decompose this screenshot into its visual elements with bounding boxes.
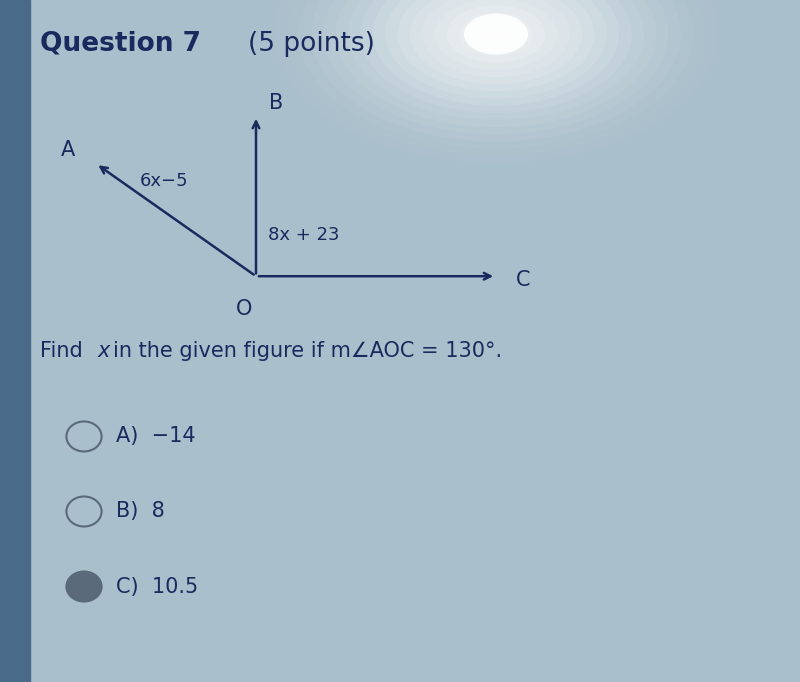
Text: x: x (98, 341, 110, 361)
Text: B)  8: B) 8 (116, 501, 165, 522)
Ellipse shape (385, 0, 607, 98)
Text: (5 points): (5 points) (248, 31, 375, 57)
Ellipse shape (348, 0, 644, 120)
Ellipse shape (422, 0, 570, 77)
Ellipse shape (484, 27, 508, 41)
Text: C)  10.5: C) 10.5 (116, 576, 198, 597)
Bar (0, 0, 30, 682)
Ellipse shape (459, 13, 533, 55)
Ellipse shape (464, 14, 528, 55)
Ellipse shape (336, 0, 656, 127)
Text: in the given figure if m∠AOC = 130°.: in the given figure if m∠AOC = 130°. (113, 341, 502, 361)
Text: C: C (516, 269, 530, 290)
Text: Find: Find (40, 341, 90, 361)
Ellipse shape (410, 0, 582, 85)
Ellipse shape (471, 20, 521, 48)
Ellipse shape (323, 0, 669, 134)
Ellipse shape (373, 0, 619, 106)
Text: 6x−5: 6x−5 (140, 172, 188, 190)
Text: A)  −14: A) −14 (116, 426, 196, 447)
Text: A: A (61, 140, 75, 160)
Ellipse shape (361, 0, 631, 113)
Ellipse shape (398, 0, 594, 91)
Text: 8x + 23: 8x + 23 (268, 226, 340, 244)
Text: O: O (236, 299, 252, 318)
Text: Question 7: Question 7 (40, 31, 201, 57)
Text: B: B (269, 93, 283, 113)
Circle shape (66, 572, 102, 602)
Ellipse shape (434, 0, 558, 70)
Ellipse shape (446, 5, 546, 63)
